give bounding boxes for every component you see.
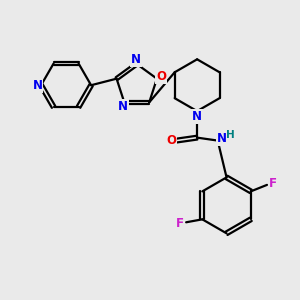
Text: N: N — [192, 110, 202, 123]
Text: F: F — [176, 217, 184, 230]
Text: N: N — [130, 53, 141, 66]
Text: H: H — [226, 130, 235, 140]
Text: N: N — [217, 132, 227, 145]
Text: F: F — [269, 177, 277, 190]
Text: N: N — [118, 100, 128, 113]
Text: O: O — [156, 70, 166, 83]
Text: N: N — [32, 79, 43, 92]
Text: O: O — [166, 134, 176, 147]
